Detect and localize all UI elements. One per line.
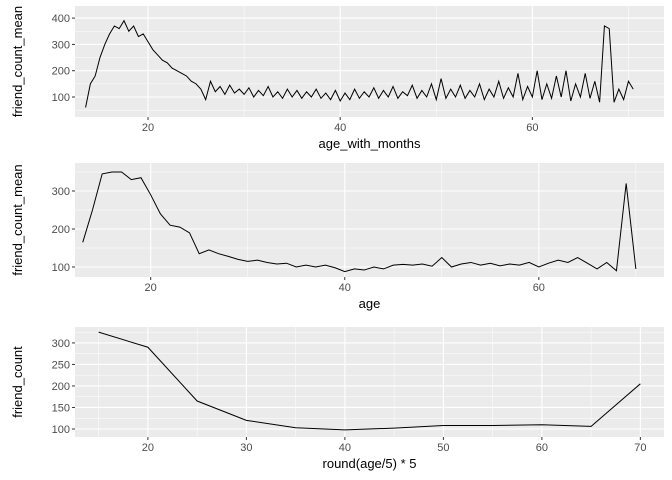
data-line <box>85 19 634 108</box>
x-tick-label: 40 <box>334 122 346 134</box>
data-line <box>82 171 637 273</box>
x-tick-label: 60 <box>526 122 538 134</box>
x-tick-label: 20 <box>142 122 154 134</box>
y-axis-title: friend_count <box>10 346 25 418</box>
y-tick-label: 150 <box>52 402 70 414</box>
x-axis-title: age_with_months <box>319 136 421 151</box>
panel-background <box>75 327 664 437</box>
x-axis-title: age <box>359 296 381 311</box>
y-tick-label: 100 <box>52 92 70 104</box>
y-tick-label: 200 <box>52 224 70 236</box>
x-tick-label: 40 <box>339 442 351 454</box>
y-tick-label: 400 <box>52 13 70 25</box>
y-tick-label: 200 <box>52 381 70 393</box>
y-tick-label: 100 <box>52 262 70 274</box>
y-tick-label: 250 <box>52 359 70 371</box>
x-tick-label: 20 <box>142 442 154 454</box>
x-tick-label: 30 <box>240 442 252 454</box>
x-tick-label: 40 <box>339 282 351 294</box>
x-tick-label: 50 <box>437 442 449 454</box>
y-axis-title: friend_count_mean <box>10 6 25 117</box>
y-tick-label: 300 <box>52 338 70 350</box>
x-tick-label: 20 <box>145 282 157 294</box>
panel-background <box>75 6 664 117</box>
y-axis-title: friend_count_mean <box>10 164 25 275</box>
x-axis-title: round(age/5) * 5 <box>323 456 417 471</box>
x-tick-label: 60 <box>533 282 545 294</box>
y-tick-label: 300 <box>52 39 70 51</box>
y-tick-label: 300 <box>52 186 70 198</box>
x-tick-label: 60 <box>536 442 548 454</box>
panel-background <box>75 163 664 277</box>
data-line <box>98 331 641 431</box>
y-tick-label: 100 <box>52 424 70 436</box>
x-tick-label: 70 <box>634 442 646 454</box>
y-tick-label: 200 <box>52 66 70 78</box>
